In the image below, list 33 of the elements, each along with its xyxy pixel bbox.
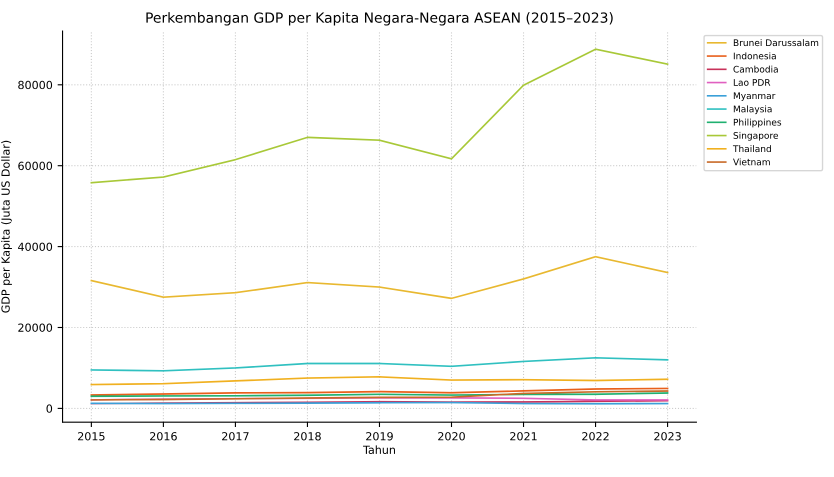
x-tick-label: 2022	[582, 432, 609, 440]
x-tick-label: 2019	[366, 432, 393, 440]
y-tick-label: 80000	[18, 80, 52, 90]
legend-label: Thailand	[732, 145, 771, 152]
legend-label: Lao PDR	[734, 79, 770, 86]
line-series	[90, 376, 668, 386]
line-series	[90, 356, 668, 372]
x-tick-label: 2020	[438, 432, 465, 440]
x-tick-label: 2016	[150, 432, 177, 440]
y-tick-label: 0	[46, 404, 52, 413]
y-tick-label: 20000	[18, 323, 52, 332]
line-series	[90, 256, 668, 300]
legend-label: Philippines	[734, 118, 782, 128]
legend-label: Myanmar	[734, 92, 776, 101]
x-tick-label: 2015	[78, 432, 105, 440]
y-tick-label: 40000	[18, 242, 52, 251]
y-axis-title: GDP per Kapita (Juta US Dollar)	[1, 140, 12, 313]
x-tick-label: 2023	[654, 432, 681, 440]
legend-label: Brunei Darussalam	[734, 39, 818, 46]
x-tick-label: 2018	[294, 432, 321, 440]
legend-label: Malaysia	[734, 105, 772, 114]
legend-label: Indonesia	[734, 52, 776, 60]
legend-label: Cambodia	[733, 66, 778, 73]
x-tick-label: 2021	[510, 432, 537, 440]
x-tick-label: 2017	[222, 432, 249, 440]
line-series	[90, 48, 668, 184]
line-series	[90, 388, 668, 396]
y-tick-label: 60000	[18, 162, 52, 170]
x-axis-title: Tahun	[362, 445, 395, 454]
legend-label: Singapore	[734, 132, 778, 141]
line-series	[90, 390, 668, 401]
legend-label: Vietnam	[733, 158, 770, 166]
chart-title: Perkembangan GDP per Kapita Negara-Negara ASEAN (2015–2023)	[146, 12, 613, 26]
